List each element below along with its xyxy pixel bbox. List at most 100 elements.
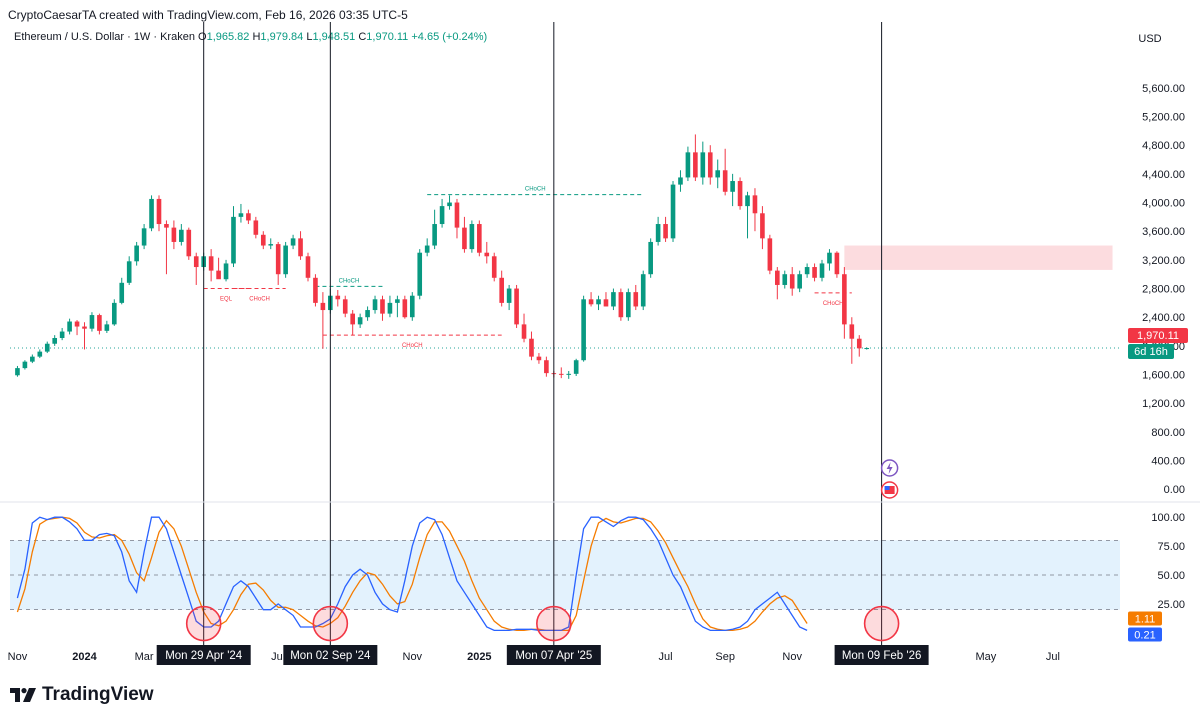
candle-body — [789, 274, 795, 289]
candle-body — [179, 229, 184, 242]
candle-body — [462, 227, 467, 250]
candle-body — [402, 299, 408, 318]
date-tag-label: Mon 09 Feb '26 — [842, 650, 922, 662]
candle-body — [603, 299, 609, 307]
candle — [372, 295, 378, 314]
oversold-circle — [536, 605, 572, 642]
price-chart[interactable]: CHoCH CHoCH CHoCH CHoCH EQL CHoCH USD 0.00 400.… — [0, 0, 1200, 680]
date-tag — [834, 645, 929, 665]
candle — [611, 288, 616, 311]
countdown-label: 6d 16h — [1134, 346, 1168, 358]
tradingview-brand[interactable]: TradingView — [10, 684, 154, 706]
candle-body — [611, 292, 616, 307]
oversold-circle — [312, 605, 349, 642]
candle-body — [491, 256, 497, 278]
y-tick-label: 5,600.00 — [1142, 83, 1185, 95]
candle-body — [30, 356, 35, 362]
candle-body — [499, 277, 504, 303]
candle-body — [715, 170, 721, 178]
candle-body — [59, 331, 65, 339]
candle — [827, 249, 832, 271]
candle — [484, 241, 490, 264]
x-tick-label: Mar — [135, 651, 154, 663]
candle-body — [722, 170, 728, 192]
y-tick-label: 3,200.00 — [1142, 255, 1185, 267]
candle — [74, 320, 80, 336]
candle — [663, 216, 668, 242]
candle-body — [134, 245, 139, 262]
candle — [737, 177, 743, 210]
candle-body — [797, 274, 802, 289]
candle — [856, 335, 862, 357]
candle-body — [193, 256, 199, 268]
candle — [573, 358, 579, 376]
stoch-d-value: 1.11 — [1135, 613, 1156, 625]
candle — [275, 241, 281, 285]
candle — [454, 198, 460, 239]
symbol-title[interactable]: Ethereum / U.S. Dollar · 1W · Kraken — [14, 31, 195, 43]
y-tick-label: 5,200.00 — [1142, 112, 1185, 124]
candle — [834, 251, 840, 278]
candle — [558, 367, 564, 379]
candle — [30, 354, 35, 364]
candle-body — [119, 282, 125, 303]
candle — [596, 295, 601, 311]
candle — [15, 365, 20, 377]
candle — [678, 170, 683, 192]
open-label: O — [198, 31, 207, 43]
candle — [342, 295, 348, 318]
candle — [409, 292, 415, 321]
candle-body — [849, 324, 855, 339]
candle — [104, 320, 110, 333]
candle — [357, 313, 363, 328]
candle — [305, 252, 311, 282]
candle — [782, 270, 788, 289]
candle — [544, 356, 549, 377]
candle — [283, 241, 288, 278]
close-value: 1,970.11 — [366, 31, 409, 43]
change-value: +4.65 (+0.24%) — [411, 31, 488, 43]
open-value: 1,965.82 — [206, 31, 250, 43]
candle-body — [37, 351, 43, 357]
candle-body — [856, 338, 862, 349]
candle-body — [305, 256, 311, 278]
candle — [670, 181, 676, 242]
candle-body — [260, 234, 266, 246]
countdown-badge — [1128, 344, 1174, 360]
candle — [290, 234, 296, 250]
candle — [439, 198, 445, 228]
flag-canton-icon — [884, 486, 890, 490]
candle — [521, 313, 527, 343]
candle-body — [290, 238, 296, 246]
y-tick-label: 4,000.00 — [1142, 198, 1185, 210]
candle-body — [588, 299, 594, 305]
stoch-k-badge — [1128, 627, 1162, 642]
date-tag — [506, 645, 601, 665]
candle-body — [208, 256, 214, 271]
candle-body — [827, 252, 832, 264]
x-tick-label: Nov — [403, 651, 423, 663]
candle — [804, 263, 810, 278]
candle-body — [477, 224, 482, 253]
candle-body — [670, 184, 676, 239]
candle — [186, 227, 192, 260]
structure-label: CHoCH — [823, 301, 844, 307]
candle-body — [700, 152, 706, 178]
candle-body — [730, 181, 735, 192]
candle-body — [454, 202, 460, 228]
candle-body — [745, 195, 750, 207]
candle-body — [424, 245, 430, 253]
candle — [864, 347, 870, 350]
candle — [208, 249, 214, 282]
candle-body — [782, 274, 788, 285]
candle-body — [775, 270, 780, 285]
candle — [469, 220, 475, 253]
candle — [775, 267, 780, 300]
candle — [499, 270, 504, 307]
candle — [59, 327, 65, 341]
candle-body — [380, 299, 385, 314]
candle-body — [22, 361, 28, 369]
bolt-icon — [886, 462, 893, 474]
candle — [82, 322, 87, 350]
candle — [812, 263, 817, 282]
